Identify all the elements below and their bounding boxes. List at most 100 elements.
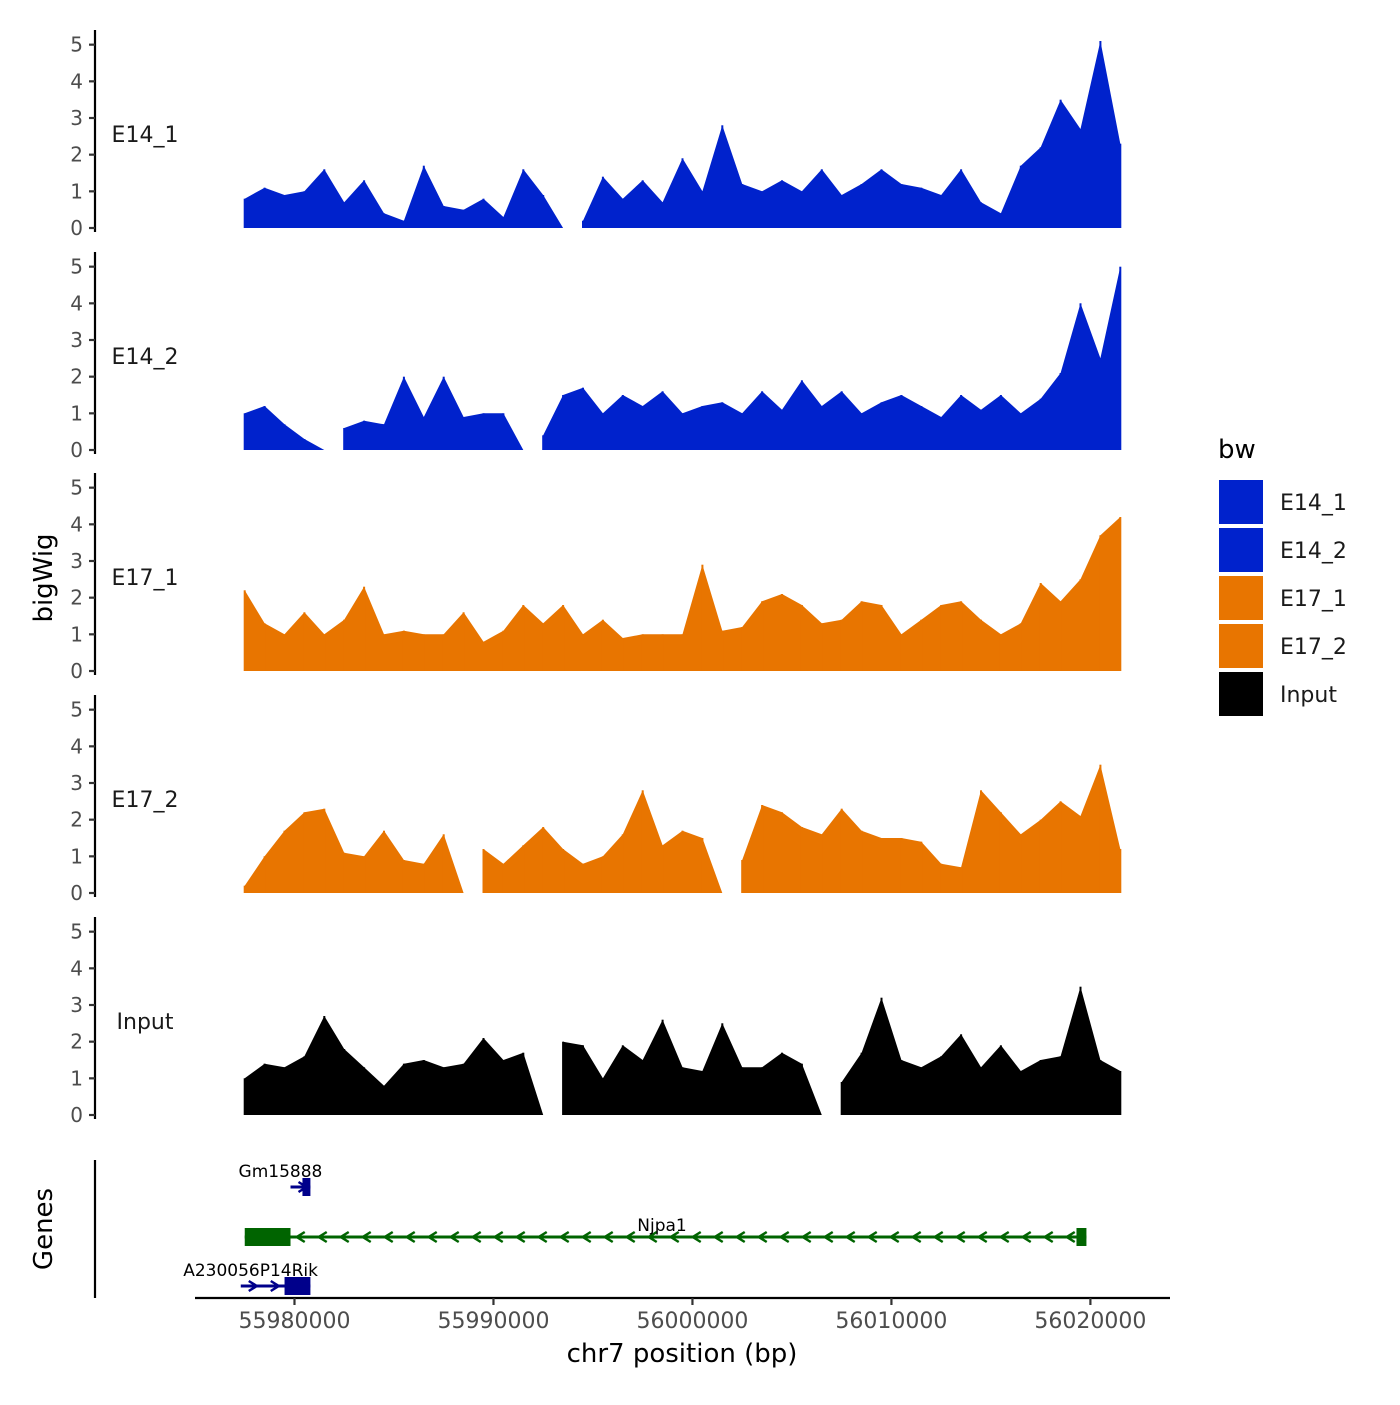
signal-bin <box>343 619 346 671</box>
signal-bin <box>761 391 764 450</box>
signal-bin <box>1099 535 1102 671</box>
y-tick-label: 2 <box>70 1030 83 1054</box>
x-tick-label: 56000000 <box>636 1309 748 1334</box>
legend-entry-E14_1: E14_1 <box>1219 480 1347 524</box>
signal-bin <box>383 830 385 893</box>
signal-bin <box>860 184 863 228</box>
signal-bin <box>323 808 326 893</box>
signal-bin <box>920 619 923 671</box>
signal-bin <box>960 1034 963 1115</box>
signal-bin <box>980 409 982 450</box>
signal-bin <box>781 1052 783 1115</box>
y-tick-label: 3 <box>70 993 83 1017</box>
signal-bin <box>999 1045 1002 1115</box>
signal-bin <box>283 830 286 893</box>
signal-bin <box>542 195 545 228</box>
strand-chevron <box>470 1230 482 1244</box>
signal-bin <box>383 634 385 671</box>
signal-bin <box>303 812 306 893</box>
signal-bin <box>502 630 505 671</box>
signal-bin <box>1019 413 1022 450</box>
signal-bin <box>323 634 326 671</box>
signal-bin <box>960 867 963 893</box>
signal-bin <box>880 402 883 450</box>
signal-bin <box>840 808 843 893</box>
signal-bin <box>422 165 425 228</box>
signal-bin <box>363 180 366 228</box>
legend-entry-E14_2: E14_2 <box>1219 528 1347 572</box>
x-axis: 55980000 55990000 56000000 56010000 56020000 <box>195 1296 1170 1334</box>
y-tick-label: 4 <box>70 512 83 536</box>
y-tick-label: 5 <box>70 33 83 57</box>
signal-bin <box>741 860 744 893</box>
signal-bin <box>721 630 724 671</box>
y-tick-label: 1 <box>70 622 83 646</box>
legend-swatch <box>1219 576 1263 620</box>
signal-bin <box>422 417 425 450</box>
signal-bin <box>1099 358 1102 450</box>
strand-chevron <box>250 1230 262 1244</box>
strand-chevron <box>646 1230 658 1244</box>
strand-chevron <box>712 1230 724 1244</box>
signal-bin <box>999 812 1002 893</box>
signal-bin <box>960 395 963 450</box>
y-tick-label: 4 <box>70 734 83 758</box>
signal-bin <box>283 1067 286 1115</box>
signal-bin <box>701 564 704 671</box>
signal-bin <box>363 420 366 450</box>
x-axis-title: chr7 position (bp) <box>567 1339 798 1369</box>
signal-bin <box>641 790 644 893</box>
signal-bin <box>601 1078 604 1115</box>
legend-swatch <box>1219 624 1263 668</box>
strand-chevron <box>248 1279 260 1293</box>
signal-bin <box>283 634 286 671</box>
signal-bin <box>522 1052 525 1115</box>
legend-swatch <box>1219 480 1263 524</box>
signal-bin <box>641 1060 644 1115</box>
signal-bin <box>820 169 823 228</box>
signal-bin <box>1019 165 1022 228</box>
y-tick-label: 4 <box>70 291 83 315</box>
signal-tracks: 0 1 2 3 4 5 E14_1 0 1 2 3 4 5 E14_2 0 1 2 3 4 5 E17_1 0 1 2 3 4 5 E… <box>70 30 1122 1127</box>
signal-bin <box>781 180 783 228</box>
gene-exon <box>1076 1228 1087 1246</box>
signal-bin <box>701 838 704 893</box>
signal-bin <box>402 1063 405 1115</box>
gene-A230056P14Rik: A230056P14Rik <box>183 1261 318 1295</box>
signal-bin <box>1059 1056 1062 1115</box>
signal-bin <box>482 413 485 450</box>
y-tick-label: 2 <box>70 365 83 389</box>
strand-chevron <box>624 1230 636 1244</box>
signal-bin <box>383 424 385 450</box>
legend-title: bw <box>1218 435 1256 465</box>
y-tick-label: 3 <box>70 549 83 573</box>
signal-bin <box>681 413 684 450</box>
signal-bin <box>1099 1060 1102 1115</box>
gene-exon <box>284 1277 311 1295</box>
signal-bin <box>522 845 525 893</box>
signal-bin <box>363 586 366 671</box>
gene-label: A230056P14Rik <box>183 1261 318 1281</box>
x-tick-label: 56020000 <box>1034 1309 1146 1334</box>
signal-bin <box>1079 986 1082 1115</box>
signal-bin <box>522 169 525 228</box>
strand-chevron <box>294 1230 306 1244</box>
signal-bin <box>601 176 604 228</box>
strand-chevron <box>1042 1230 1054 1244</box>
y-tick-label: 0 <box>70 881 83 905</box>
y-tick-label: 5 <box>70 476 83 500</box>
signal-bin <box>1019 834 1022 893</box>
signal-bin <box>701 1071 704 1115</box>
signal-bin <box>940 605 943 671</box>
legend-entry-E17_2: E17_2 <box>1219 624 1347 668</box>
signal-bin <box>820 834 823 893</box>
signal-bin <box>840 195 843 228</box>
signal-bin <box>542 623 545 671</box>
strand-chevron <box>668 1230 680 1244</box>
signal-bin <box>442 376 445 450</box>
gene-label: Gm15888 <box>239 1162 323 1182</box>
signal-bin <box>800 1063 803 1115</box>
track-label: E14_1 <box>112 123 179 148</box>
signal-bin <box>880 169 883 228</box>
